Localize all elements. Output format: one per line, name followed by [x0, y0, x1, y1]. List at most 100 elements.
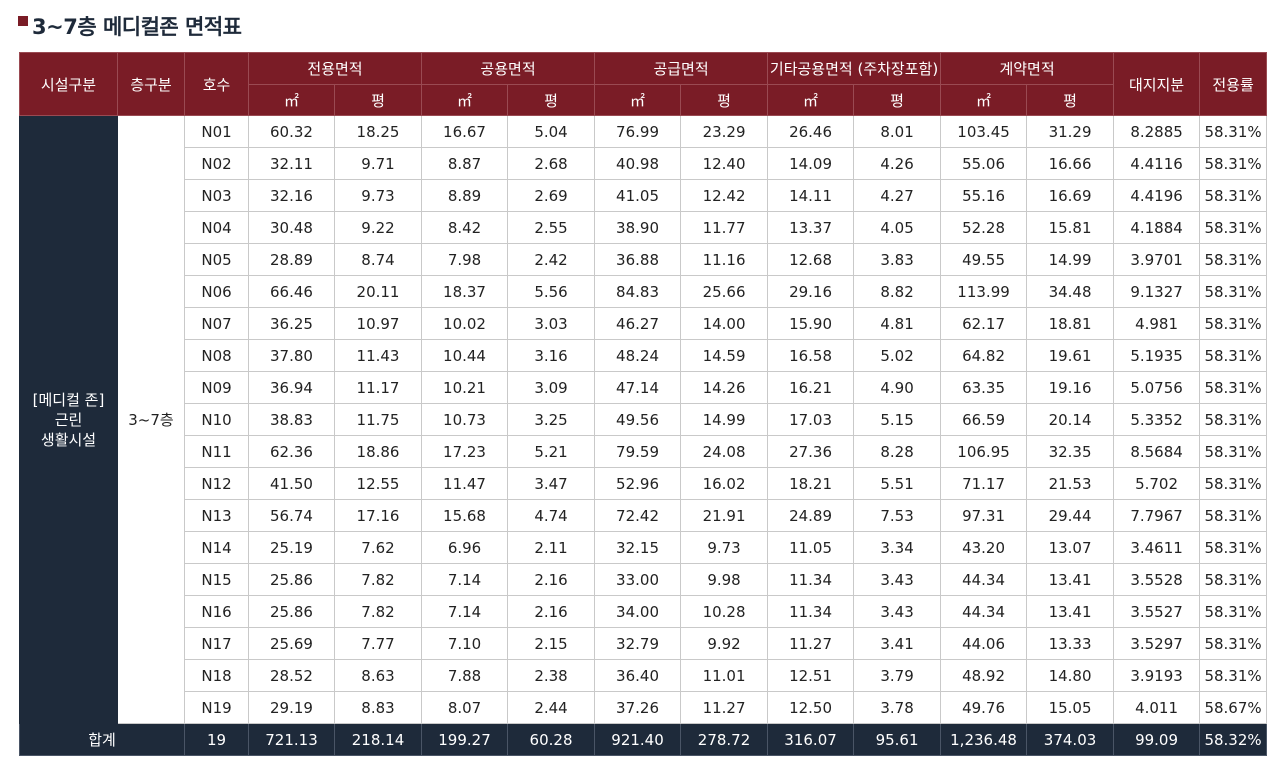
table-cell: 18.86	[333, 435, 423, 468]
table-cell: 28.52	[248, 659, 335, 692]
unit-number-cell: N08	[184, 339, 249, 372]
table-cell: 36.40	[594, 659, 682, 692]
table-cell: 10.97	[333, 307, 423, 340]
table-cell: 2.69	[507, 179, 596, 212]
table-cell: 58.31%	[1199, 627, 1268, 660]
unit-number-cell: N06	[184, 275, 249, 308]
table-cell: 15.81	[1026, 211, 1115, 244]
header-unit-m2: ㎡	[421, 84, 509, 116]
header-unit-py: 평	[333, 84, 423, 116]
unit-number-cell: N05	[184, 243, 249, 276]
table-cell: 37.80	[248, 339, 335, 372]
table-cell: 58.31%	[1199, 339, 1268, 372]
table-cell: 58.31%	[1199, 595, 1268, 628]
header-unit-m2: ㎡	[248, 84, 335, 116]
header-unit-m2: ㎡	[767, 84, 855, 116]
table-cell: 32.35	[1026, 435, 1115, 468]
table-cell: 60.32	[248, 115, 335, 148]
table-cell: 17.23	[421, 435, 509, 468]
table-cell: 58.31%	[1199, 563, 1268, 596]
table-cell: 58.31%	[1199, 115, 1268, 148]
table-cell: 58.31%	[1199, 435, 1268, 468]
table-cell: 12.42	[680, 179, 769, 212]
table-cell: 30.48	[248, 211, 335, 244]
table-cell: 72.42	[594, 499, 682, 532]
table-cell: 58.31%	[1199, 499, 1268, 532]
table-cell: 27.36	[767, 435, 855, 468]
table-cell: 44.34	[940, 595, 1028, 628]
table-cell: 11.01	[680, 659, 769, 692]
table-cell: 14.09	[767, 147, 855, 180]
table-cell: 36.25	[248, 307, 335, 340]
table-cell: 11.77	[680, 211, 769, 244]
table-cell: 4.011	[1113, 691, 1201, 724]
header-unit-m2: ㎡	[940, 84, 1028, 116]
table-cell: 58.31%	[1199, 371, 1268, 404]
table-cell: 16.21	[767, 371, 855, 404]
total-cell: 19	[184, 723, 249, 756]
table-cell: 8.2885	[1113, 115, 1201, 148]
table-cell: 58.31%	[1199, 403, 1268, 436]
table-cell: 8.63	[333, 659, 423, 692]
table-cell: 71.17	[940, 467, 1028, 500]
table-row: N06 66.46 20.11 18.37 5.56 84.83 25.66 29.16 8.8…	[20, 275, 1268, 308]
table-cell: 9.1327	[1113, 275, 1201, 308]
table-cell: 58.31%	[1199, 307, 1268, 340]
total-cell: 218.14	[333, 723, 423, 756]
table-cell: 15.05	[1026, 691, 1115, 724]
table-cell: 23.29	[680, 115, 769, 148]
table-cell: 3.34	[853, 531, 942, 564]
table-cell: 24.89	[767, 499, 855, 532]
unit-number-cell: N14	[184, 531, 249, 564]
table-cell: 13.37	[767, 211, 855, 244]
table-cell: 38.90	[594, 211, 682, 244]
table-cell: 9.73	[333, 179, 423, 212]
table-cell: 13.07	[1026, 531, 1115, 564]
unit-number-cell: N12	[184, 467, 249, 500]
table-cell: 11.34	[767, 595, 855, 628]
table-cell: 84.83	[594, 275, 682, 308]
unit-number-cell: N17	[184, 627, 249, 660]
table-cell: 34.48	[1026, 275, 1115, 308]
table-cell: 7.10	[421, 627, 509, 660]
table-cell: 8.87	[421, 147, 509, 180]
table-cell: 21.53	[1026, 467, 1115, 500]
table-cell: 8.28	[853, 435, 942, 468]
total-cell: 374.03	[1026, 723, 1115, 756]
unit-number-cell: N15	[184, 563, 249, 596]
table-cell: 41.05	[594, 179, 682, 212]
table-cell: 5.56	[507, 275, 596, 308]
table-cell: 16.69	[1026, 179, 1115, 212]
table-cell: 58.31%	[1199, 147, 1268, 180]
table-cell: 2.16	[507, 563, 596, 596]
table-cell: 47.14	[594, 371, 682, 404]
table-cell: 21.91	[680, 499, 769, 532]
table-cell: 10.02	[421, 307, 509, 340]
total-cell: 58.32%	[1199, 723, 1268, 756]
table-cell: 40.98	[594, 147, 682, 180]
table-cell: 8.01	[853, 115, 942, 148]
table-cell: 64.82	[940, 339, 1028, 372]
table-cell: 11.16	[680, 243, 769, 276]
table-cell: 4.27	[853, 179, 942, 212]
table-cell: 2.16	[507, 595, 596, 628]
table-cell: 10.73	[421, 403, 509, 436]
header-floor: 층구분	[117, 52, 185, 116]
table-cell: 5.02	[853, 339, 942, 372]
table-cell: 18.25	[333, 115, 423, 148]
header-row-units: ㎡ 평 ㎡ 평 ㎡ 평 ㎡ 평 ㎡ 평	[20, 84, 1267, 116]
total-cell: 99.09	[1113, 723, 1201, 756]
table-row: N04 30.48 9.22 8.42 2.55 38.90 11.77 13.37 4.05 5…	[20, 211, 1268, 244]
table-cell: 10.21	[421, 371, 509, 404]
table-cell: 29.19	[248, 691, 335, 724]
table-cell: 12.51	[767, 659, 855, 692]
table-cell: 8.42	[421, 211, 509, 244]
table-cell: 7.7967	[1113, 499, 1201, 532]
table-cell: 12.68	[767, 243, 855, 276]
table-cell: 66.59	[940, 403, 1028, 436]
table-cell: 25.86	[248, 595, 335, 628]
table-row: N03 32.16 9.73 8.89 2.69 41.05 12.42 14.11 4.27 5…	[20, 179, 1268, 212]
table-row: [메디컬 존] 근린 생활시설 3~7층 N01 60.32 18.25 16.67 5.04 7…	[19, 115, 1268, 724]
table-cell: 31.29	[1026, 115, 1115, 148]
table-cell: 44.06	[940, 627, 1028, 660]
